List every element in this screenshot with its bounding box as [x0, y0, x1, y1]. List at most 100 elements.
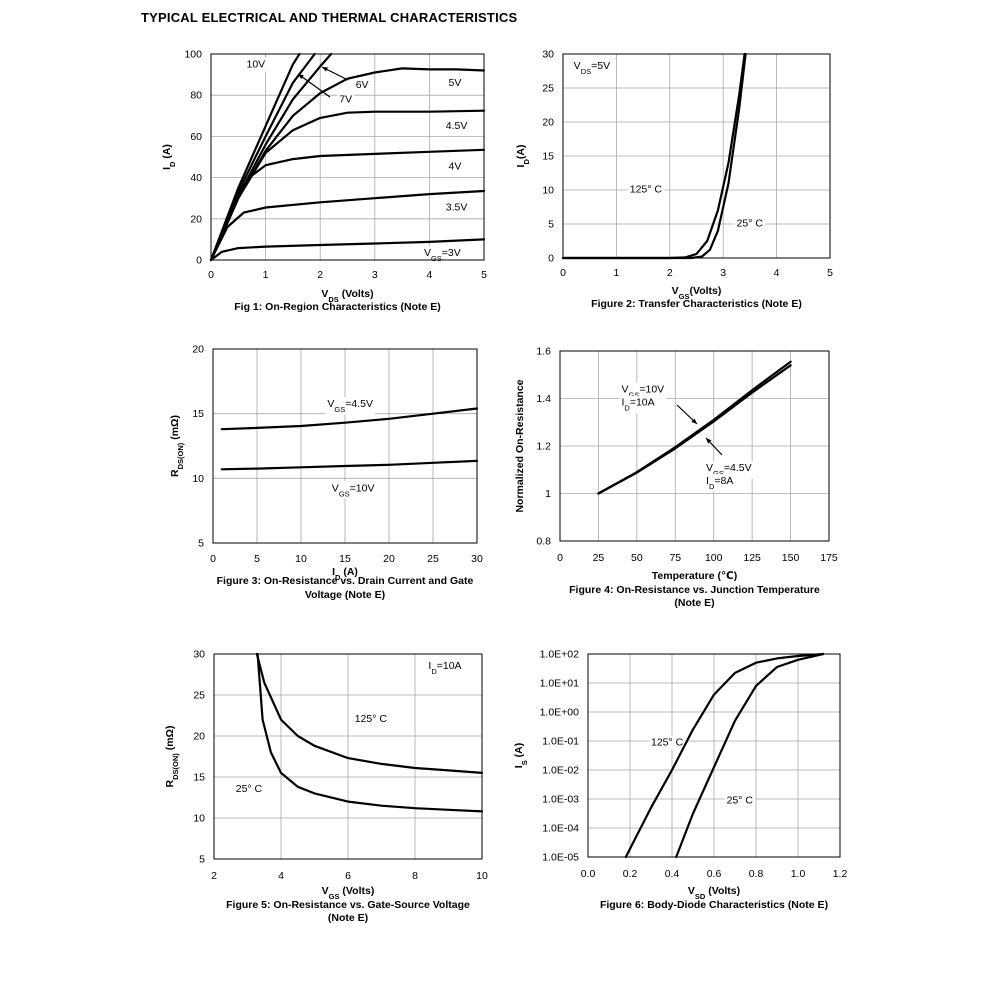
- curve-annotation: ID=8A: [706, 475, 733, 491]
- figure-caption: (Note E): [328, 912, 368, 924]
- annotation-bg: [443, 119, 470, 134]
- x-axis-label: VSD (Volts): [688, 885, 740, 901]
- curve-annotation: ID=10A: [621, 397, 654, 413]
- plot-frame: [213, 653, 483, 860]
- annotation-bg: [443, 200, 470, 215]
- series-curve: [256, 652, 484, 813]
- y-tick-label: 1.0E+00: [540, 707, 580, 719]
- x-tick-label: 0.8: [749, 868, 764, 880]
- x-tick-label: 0: [557, 552, 563, 564]
- plot-frame: [587, 653, 841, 858]
- curve-annotation: VGS=10V: [332, 482, 375, 498]
- x-tick-label: 50: [631, 552, 643, 564]
- y-tick-label: 0: [548, 253, 554, 265]
- figure-caption: Figure 3: On-Resistance vs. Drain Curren…: [217, 575, 474, 587]
- series-curve: [220, 459, 479, 471]
- y-tick-label: 25: [193, 690, 205, 702]
- fig6-chart: 125° C 25° C 0.0 0.2 0.4 0.6 0.8 1.0 1.2 1.0E-05 1…: [513, 649, 847, 912]
- curve-annotation: 6V: [356, 79, 369, 91]
- x-tick-label: 1: [263, 269, 269, 281]
- y-tick-label: 5: [199, 854, 205, 866]
- fig5-chart: ID=10A 125° C 25° C 2 4 6 8 10 5 10 15 20 25 30 VGS (V…: [164, 649, 488, 925]
- plot-frame: [210, 53, 485, 261]
- x-tick-label: 125: [743, 552, 761, 564]
- x-tick-label: 100: [705, 552, 723, 564]
- x-tick-label: 3: [720, 267, 726, 279]
- y-axis-label: ID(A): [515, 145, 531, 168]
- series-curve: [209, 109, 486, 262]
- y-tick-label: 20: [190, 213, 202, 225]
- x-tick-label: 30: [471, 553, 483, 565]
- y-axis-label: ID (A): [161, 144, 177, 170]
- series-curve: [675, 652, 825, 859]
- y-axis-label: Normalized On-Resistance: [514, 379, 526, 512]
- curve-annotation: 7V: [339, 93, 352, 105]
- y-tick-label: 30: [542, 49, 554, 61]
- series-curve: [209, 189, 486, 262]
- x-tick-label: 5: [254, 553, 260, 565]
- annotation-bg: [352, 712, 390, 727]
- x-tick-label: 2: [211, 870, 217, 882]
- x-tick-label: 10: [476, 870, 488, 882]
- y-tick-label: 30: [193, 649, 205, 661]
- y-tick-label: 1.0E+02: [540, 649, 580, 661]
- curve-annotation: VDS=5V: [574, 60, 610, 76]
- y-tick-label: 10: [193, 813, 205, 825]
- x-tick-label: 5: [827, 267, 833, 279]
- annotation-bg: [233, 781, 265, 796]
- x-tick-label: 4: [774, 267, 780, 279]
- x-tick-label: 2: [317, 269, 323, 281]
- y-tick-label: 15: [542, 151, 554, 163]
- x-tick-label: 0.4: [665, 868, 680, 880]
- curve-annotation: 10V: [246, 58, 265, 70]
- y-tick-label: 1.4: [536, 393, 551, 405]
- annotation-bg: [244, 57, 268, 72]
- x-axis-label: VGS (Volts): [322, 885, 375, 901]
- x-tick-label: 3: [372, 269, 378, 281]
- annotation-bg: [446, 75, 464, 90]
- x-tick-label: 175: [820, 552, 838, 564]
- y-tick-label: 5: [198, 538, 204, 550]
- x-tick-label: 10: [295, 553, 307, 565]
- x-tick-label: 25: [593, 552, 605, 564]
- series-curve: [597, 364, 792, 495]
- fig2-chart: VDS=5V 125° C 25° C 0 1 2 3 4 5 0 5 10 15 20 25 30 VGS(V…: [515, 49, 833, 311]
- curve-annotation: VGS=3V: [424, 247, 461, 263]
- x-tick-label: 0.6: [707, 868, 722, 880]
- figure-caption: Fig 1: On-Region Characteristics (Note E…: [234, 301, 441, 313]
- series-curve: [597, 360, 792, 495]
- series-curve: [255, 652, 484, 774]
- curve-annotation: ID=10A: [428, 660, 461, 676]
- curve-annotation: 25° C: [737, 218, 764, 230]
- x-tick-label: 4: [426, 269, 432, 281]
- leader-arrowhead: [298, 74, 304, 80]
- leader-line: [297, 73, 331, 98]
- x-tick-label: 1.0: [791, 868, 806, 880]
- curve-annotation: 4V: [449, 160, 462, 172]
- curve-annotation: 25° C: [236, 783, 263, 795]
- annotation-bg: [329, 481, 377, 499]
- x-tick-label: 0: [208, 269, 214, 281]
- curve-annotation: 125° C: [651, 736, 684, 748]
- annotation-bg: [325, 397, 375, 415]
- annotation-bg: [724, 793, 756, 808]
- series-curve: [561, 52, 747, 260]
- series-curve: [624, 652, 825, 859]
- x-tick-label: 20: [383, 553, 395, 565]
- curve-annotation: 5V: [449, 77, 462, 89]
- annotation-bg: [571, 58, 613, 77]
- y-tick-label: 10: [542, 185, 554, 197]
- leader-arrowhead: [706, 438, 712, 444]
- curve-annotation: 25° C: [727, 794, 754, 806]
- x-tick-label: 6: [345, 870, 351, 882]
- annotation-bg: [619, 395, 657, 414]
- curve-annotation: 3.5V: [446, 202, 468, 214]
- figure-caption: Figure 5: On-Resistance vs. Gate-Source …: [226, 899, 470, 911]
- y-axis-label: IS (A): [513, 743, 529, 768]
- x-tick-label: 0: [210, 553, 216, 565]
- y-tick-label: 20: [193, 731, 205, 743]
- annotation-bg: [353, 77, 371, 92]
- y-tick-label: 1.2: [536, 441, 551, 453]
- plot-frame: [559, 350, 830, 542]
